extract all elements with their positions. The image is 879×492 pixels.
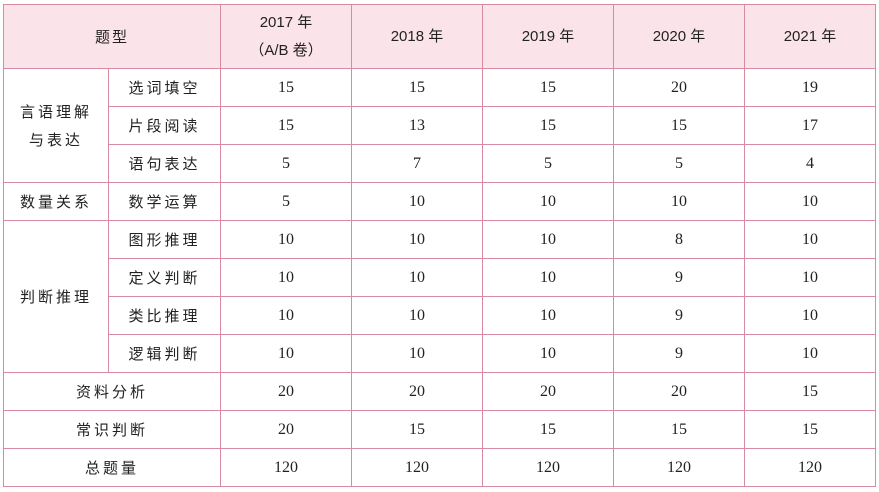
subtype-name: 片段阅读 (108, 106, 221, 145)
value-cell: 19 (744, 68, 876, 107)
value-cell: 15 (482, 68, 614, 107)
header-year-2020: 2020 年 (613, 4, 745, 69)
value-cell: 120 (744, 448, 876, 487)
value-cell: 10 (482, 220, 614, 259)
value-cell: 120 (220, 448, 352, 487)
value-cell: 10 (351, 258, 483, 297)
exam-question-table: 题型 2017 年 （A/B 卷） 2018 年 2019 年 2020 年 2… (3, 4, 876, 487)
value-cell: 15 (351, 410, 483, 449)
category-language: 言语理解 与表达 (3, 68, 109, 183)
table-row: 判断推理 图形推理 10 10 10 8 10 (3, 220, 876, 373)
table-row: 数量关系 数学运算 5 10 10 10 10 (3, 182, 876, 221)
value-cell: 15 (220, 68, 352, 107)
value-cell: 10 (351, 182, 483, 221)
value-cell: 10 (744, 296, 876, 335)
header-row: 题型 2017 年 （A/B 卷） 2018 年 2019 年 2020 年 2… (3, 4, 876, 69)
table-row: 逻辑判断 10 10 10 9 10 (4, 334, 876, 373)
value-cell: 20 (613, 372, 745, 411)
table-row: 语句表达 5 7 5 5 4 (4, 144, 876, 183)
value-cell: 15 (744, 410, 876, 449)
value-cell: 5 (220, 144, 352, 183)
value-cell: 13 (351, 106, 483, 145)
value-cell: 9 (613, 296, 745, 335)
value-cell: 20 (220, 372, 352, 411)
value-cell: 10 (744, 334, 876, 373)
value-cell: 15 (351, 68, 483, 107)
value-cell: 20 (351, 372, 483, 411)
category-total: 总题量 (3, 448, 221, 487)
value-cell: 9 (613, 258, 745, 297)
category-language-line2: 与表达 (28, 130, 83, 149)
value-cell: 10 (482, 182, 614, 221)
value-cell: 7 (351, 144, 483, 183)
value-cell: 5 (613, 144, 745, 183)
header-type-label: 题型 (3, 4, 221, 69)
value-cell: 9 (613, 334, 745, 373)
value-cell: 20 (220, 410, 352, 449)
table-row: 资料分析 20 20 20 20 15 (3, 372, 876, 411)
header-year-2017: 2017 年 （A/B 卷） (220, 4, 352, 69)
value-cell: 15 (482, 410, 614, 449)
value-cell: 15 (482, 106, 614, 145)
table-row: 类比推理 10 10 10 9 10 (4, 296, 876, 335)
table-row: 定义判断 10 10 10 9 10 (4, 258, 876, 297)
value-cell: 120 (482, 448, 614, 487)
value-cell: 120 (351, 448, 483, 487)
value-cell: 10 (220, 258, 352, 297)
value-cell: 10 (744, 258, 876, 297)
category-quantity: 数量关系 (3, 182, 109, 221)
subtype-name: 选词填空 (108, 68, 221, 107)
table-row: 言语理解 与表达 选词填空 15 15 15 20 19 (3, 68, 876, 183)
subtype-name: 定义判断 (108, 258, 221, 297)
category-language-line1: 言语理解 (19, 102, 92, 121)
value-cell: 10 (744, 182, 876, 221)
header-year-2019: 2019 年 (482, 4, 614, 69)
subtype-name: 语句表达 (108, 144, 221, 183)
table-row: 常识判断 20 15 15 15 15 (3, 410, 876, 449)
value-cell: 15 (220, 106, 352, 145)
value-cell: 10 (220, 334, 352, 373)
subtype-name: 逻辑判断 (108, 334, 221, 373)
value-cell: 10 (482, 258, 614, 297)
value-cell: 5 (220, 182, 352, 221)
value-cell: 20 (613, 68, 745, 107)
value-cell: 10 (744, 220, 876, 259)
value-cell: 10 (482, 334, 614, 373)
value-cell: 15 (613, 410, 745, 449)
value-cell: 5 (482, 144, 614, 183)
value-cell: 10 (351, 296, 483, 335)
value-cell: 20 (482, 372, 614, 411)
category-common-sense: 常识判断 (3, 410, 221, 449)
value-cell: 15 (613, 106, 745, 145)
value-cell: 120 (613, 448, 745, 487)
table-row-total: 总题量 120 120 120 120 120 (3, 448, 876, 487)
category-judgment: 判断推理 (3, 220, 109, 373)
value-cell: 10 (351, 220, 483, 259)
header-year-2018: 2018 年 (351, 4, 483, 69)
table-row: 片段阅读 15 13 15 15 17 (4, 106, 876, 145)
value-cell: 10 (351, 334, 483, 373)
value-cell: 15 (744, 372, 876, 411)
subtype-name: 类比推理 (108, 296, 221, 335)
value-cell: 10 (482, 296, 614, 335)
header-year-2021: 2021 年 (744, 4, 876, 69)
value-cell: 17 (744, 106, 876, 145)
header-year-2017-line1: 2017 年 (259, 13, 313, 31)
subtype-name: 图形推理 (108, 220, 221, 259)
value-cell: 8 (613, 220, 745, 259)
header-year-2017-line2: （A/B 卷） (249, 41, 323, 59)
category-data-analysis: 资料分析 (3, 372, 221, 411)
value-cell: 10 (220, 220, 352, 259)
value-cell: 4 (744, 144, 876, 183)
value-cell: 10 (613, 182, 745, 221)
subtype-name: 数学运算 (108, 182, 221, 221)
value-cell: 10 (220, 296, 352, 335)
